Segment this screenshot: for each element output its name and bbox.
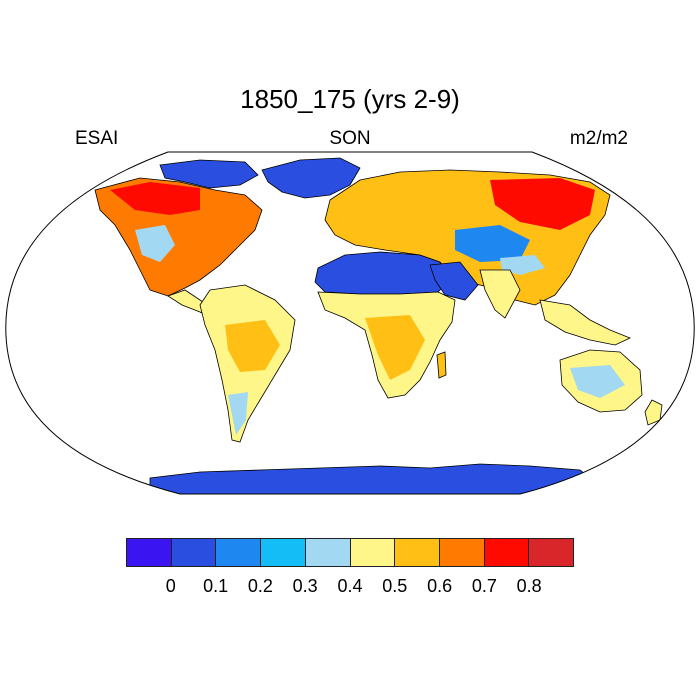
siberia (490, 178, 595, 230)
arctic-canada (159, 159, 259, 189)
colorbar-swatch-6 (395, 539, 440, 566)
land-areas (94, 157, 663, 494)
arabia (429, 261, 479, 301)
colorbar-tick-label: 0.4 (337, 576, 363, 596)
greenland (261, 157, 361, 199)
southeast-asia (539, 299, 632, 346)
colorbar-tick-label: 0.5 (382, 576, 408, 596)
madagascar (436, 351, 447, 379)
central-asia (455, 225, 530, 262)
globe-outline (5, 151, 695, 495)
antarctica (149, 463, 591, 494)
tibet (500, 255, 545, 275)
colorbar-tick-label: 0.8 (516, 576, 542, 596)
colorbar-swatch-4 (305, 539, 351, 566)
units-label: m2/m2 (569, 128, 628, 149)
colorbar-swatch-0 (127, 539, 172, 566)
new-zealand (644, 399, 663, 426)
colorbar-tick-label: 0.7 (471, 576, 497, 596)
india (479, 269, 521, 319)
africa-central (365, 315, 425, 380)
colorbar-swatch-3 (261, 539, 306, 566)
colorbar-swatch-8 (484, 539, 530, 566)
south-america-central (225, 320, 280, 372)
south-america-south (228, 392, 248, 435)
colorbar-swatch-9 (529, 539, 574, 566)
australia-interior (570, 365, 625, 398)
colorbar-swatch-2 (216, 539, 262, 566)
colorbar-tick-label: 0.3 (292, 576, 318, 596)
colorbar (126, 538, 574, 567)
colorbar-tick-label: 0.6 (427, 576, 453, 596)
north-america-boreal (110, 182, 200, 215)
colorbar-tick-label: 0.2 (247, 576, 273, 596)
colorbar-swatch-7 (439, 539, 485, 566)
colorbar-tick-label: 0 (165, 576, 176, 596)
map-title: 1850_175 (yrs 2-9) (240, 84, 460, 114)
variable-label: ESAI (75, 128, 119, 149)
colorbar-swatch-1 (171, 539, 217, 566)
colorbar-swatch-5 (350, 539, 396, 566)
north-america-west (135, 225, 175, 262)
colorbar-tick-label: 0.1 (203, 576, 229, 596)
season-label: SON (329, 128, 371, 149)
